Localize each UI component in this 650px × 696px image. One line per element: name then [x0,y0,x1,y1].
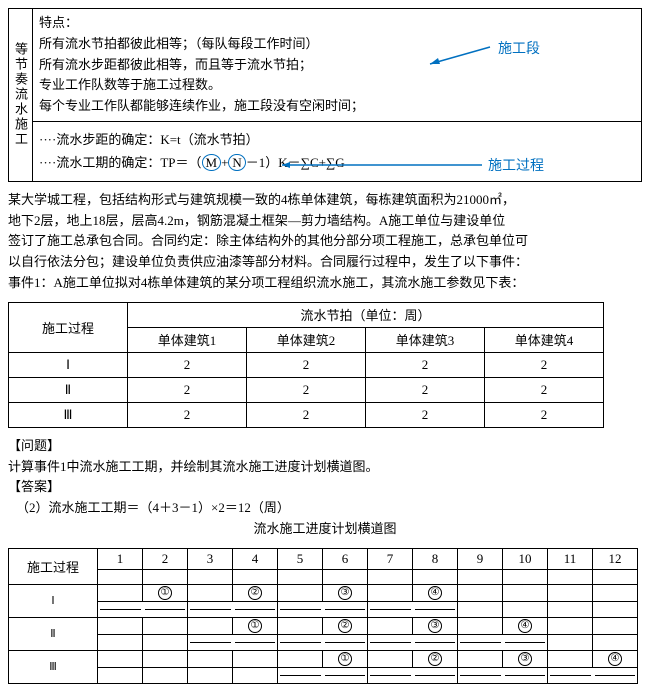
answer-label: 【答案】 [8,477,642,498]
cell-value: 2 [128,402,247,427]
cell-value: 2 [247,402,366,427]
row-name: Ⅱ [9,377,128,402]
bar-number: ③ [518,652,532,666]
gantt-week: 3 [188,548,233,569]
gantt-bar [145,609,186,610]
cell-value: 2 [366,377,485,402]
gantt-week: 2 [143,548,188,569]
parameter-table: 施工过程流水节拍（单位：周）单体建筑1单体建筑2单体建筑3单体建筑4Ⅰ2222Ⅱ… [8,302,604,428]
cell-value: 2 [247,377,366,402]
gantt-bar [415,609,456,610]
col-building: 单体建筑1 [128,327,247,352]
gantt-week: 1 [98,548,143,569]
col-building: 单体建筑3 [366,327,485,352]
col-building: 单体建筑4 [485,327,604,352]
col-beat: 流水节拍（单位：周） [128,302,604,327]
gantt-bar [280,675,321,676]
gantt-bar [460,675,501,676]
gantt-bar [505,675,546,676]
gantt-bar [280,642,321,643]
gantt-bar [415,642,456,643]
gantt-bar [100,609,141,610]
gantt-week: 7 [368,548,413,569]
gantt-week: 12 [593,548,638,569]
concept-box: 等节奏流水施工 特点： 所有流水节拍都彼此相等；（每队每段工作时间） 所有流水步… [8,8,642,182]
scenario-paragraph: 某大学城工程，包括结构形式与建筑规模一致的4栋单体建筑，每栋建筑面积为21000… [8,190,642,294]
gantt-col-process: 施工过程 [9,548,98,584]
bar-number: ① [338,652,352,666]
row-name: Ⅲ [9,402,128,427]
gantt-bar [505,642,546,643]
gantt-bar [370,642,411,643]
gantt-bar [325,675,366,676]
gantt-bar [370,609,411,610]
side-label: 等节奏流水施工 [9,9,33,181]
bar-number: ② [248,586,262,600]
gantt-row-name: Ⅰ [9,584,98,617]
var-n: N [228,154,245,171]
bar-number: ② [338,619,352,633]
bar-number: ④ [608,652,622,666]
gantt-bar [370,675,411,676]
question-text: 计算事件1中流水施工工期，并绘制其流水施工进度计划横道图。 [8,457,642,478]
feature-line: 所有流水节拍都彼此相等；（每队每段工作时间） [39,34,635,55]
cell-value: 2 [128,377,247,402]
bar-number: ③ [338,586,352,600]
gantt-bar [595,675,636,676]
gantt-bar [325,609,366,610]
gantt-week: 8 [413,548,458,569]
bar-number: ② [428,652,442,666]
feature-line: 专业工作队数等于施工过程数。 [39,75,635,96]
bar-number: ③ [428,619,442,633]
gantt-bar [235,642,276,643]
cell-value: 2 [485,377,604,402]
gantt-row-name: Ⅲ [9,650,98,683]
question-label: 【问题】 [8,436,642,457]
cell-value: 2 [485,402,604,427]
gantt-bar [415,675,456,676]
formula-step: ····流水步距的确定：K=t（流水节拍） [39,128,635,151]
cell-value: 2 [485,352,604,377]
features-block: 特点： 所有流水节拍都彼此相等；（每队每段工作时间） 所有流水步距都彼此相等，而… [33,9,641,122]
gantt-chart: 施工过程123456789101112Ⅰ①②③④Ⅱ①②③④Ⅲ①②③④ [8,548,638,684]
bar-number: ④ [518,619,532,633]
gantt-week: 10 [503,548,548,569]
bar-number: ④ [428,586,442,600]
gantt-bar [460,642,501,643]
gantt-bar [235,609,276,610]
col-building: 单体建筑2 [247,327,366,352]
gantt-title: 流水施工进度计划横道图 [8,519,642,540]
feature-line: 每个专业工作队都能够连续作业，施工段没有空闲时间； [39,96,635,117]
callout-segment: 施工段 [498,38,540,58]
gantt-week: 5 [278,548,323,569]
gantt-week: 11 [548,548,593,569]
gantt-bar [190,609,231,610]
gantt-week: 4 [233,548,278,569]
cell-value: 2 [128,352,247,377]
cell-value: 2 [366,352,485,377]
formulas-block: ····流水步距的确定：K=t（流水节拍） ····流水工期的确定：TP＝（M+… [33,122,641,181]
bar-number: ① [248,619,262,633]
gantt-week: 9 [458,548,503,569]
gantt-row-name: Ⅱ [9,617,98,650]
gantt-bar [190,642,231,643]
col-process: 施工过程 [9,302,128,352]
gantt-bar [280,609,321,610]
question-block: 【问题】 计算事件1中流水施工工期，并绘制其流水施工进度计划横道图。 【答案】 … [8,436,642,540]
callout-process: 施工过程 [488,155,544,175]
answer-formula: （2）流水施工工期＝（4＋3－1）×2＝12（周） [8,498,642,519]
feature-line: 所有流水步距都彼此相等，而且等于流水节拍； [39,55,635,76]
cell-value: 2 [366,402,485,427]
gantt-bar [325,642,366,643]
row-name: Ⅰ [9,352,128,377]
features-title: 特点： [39,13,635,34]
gantt-week: 6 [323,548,368,569]
cell-value: 2 [247,352,366,377]
bar-number: ① [158,586,172,600]
gantt-bar [550,675,591,676]
var-m: M [202,154,222,171]
